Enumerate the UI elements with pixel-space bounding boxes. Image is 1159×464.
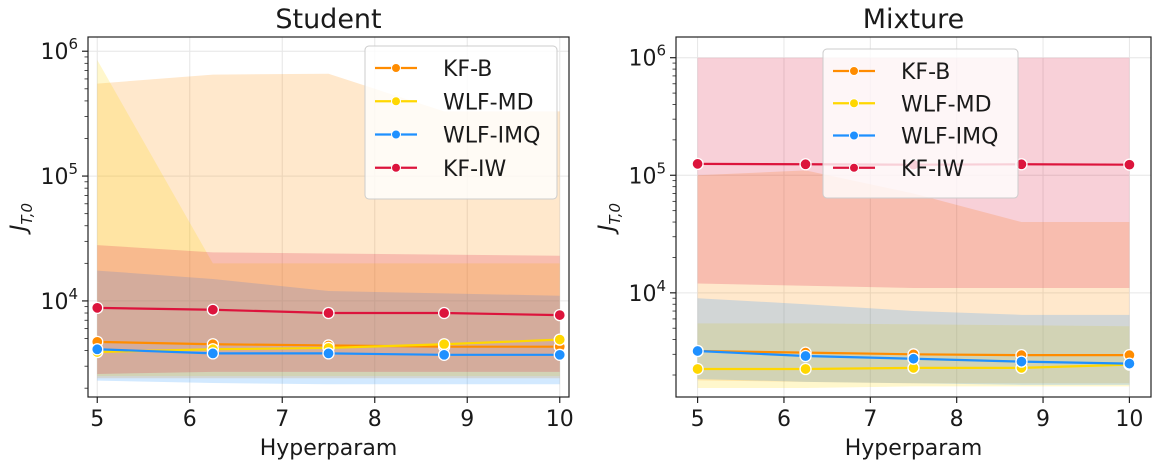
chart-student-ytick-label: 106 xyxy=(40,35,78,65)
chart-student-legend-label: KF-B xyxy=(443,57,492,82)
chart-mixture-ytick-label: 104 xyxy=(628,277,666,307)
chart-mixture-legend-label: WLF-IMQ xyxy=(901,125,998,150)
chart-student-legend-marker-wlf-imq xyxy=(391,129,401,140)
chart-mixture-point-kf-iw[interactable] xyxy=(1123,158,1136,171)
chart-mixture-xtick-label: 8 xyxy=(950,407,964,432)
chart-mixture-xtick-label: 7 xyxy=(863,407,877,432)
chart-mixture-point-kf-iw[interactable] xyxy=(799,158,812,171)
chart-student-point-wlf-imq[interactable] xyxy=(553,348,566,361)
chart-mixture-legend-label: WLF-MD xyxy=(901,92,992,117)
chart-student-xtick-label: 10 xyxy=(546,407,574,432)
chart-student-legend-item-wlf-imq[interactable]: WLF-IMQ xyxy=(375,124,540,149)
chart-mixture-ytick-label: 105 xyxy=(628,159,666,189)
chart-student-legend-box xyxy=(364,45,558,200)
chart-student-xtick-label: 6 xyxy=(183,407,197,432)
chart-mixture-point-wlf-imq[interactable] xyxy=(1123,357,1136,370)
chart-student-legend-label: WLF-IMQ xyxy=(443,124,540,149)
chart-mixture-legend-item-wlf-md[interactable]: WLF-MD xyxy=(833,92,992,117)
chart-mixture-ylabel: JT,0 xyxy=(595,203,624,235)
chart-student-legend-marker-kf-iw xyxy=(391,162,401,173)
chart-mixture-xtick-label: 6 xyxy=(777,407,791,432)
chart-student-legend-marker-kf-b xyxy=(391,63,401,73)
chart-student-legend: KF-B WLF-MD WLF-IMQ KF-IW xyxy=(364,45,558,200)
chart-student-point-wlf-imq[interactable] xyxy=(437,348,451,361)
chart-mixture-xtick-label: 5 xyxy=(691,407,705,432)
chart-student-point-kf-iw[interactable] xyxy=(553,308,566,322)
chart-mixture-legend-marker-kf-iw xyxy=(849,162,859,173)
chart-mixture-point-wlf-imq[interactable] xyxy=(691,344,704,358)
chart-student-point-kf-iw[interactable] xyxy=(206,303,220,316)
chart-student-xtick-label: 5 xyxy=(90,407,104,432)
chart-mixture-legend-marker-wlf-md xyxy=(849,98,859,109)
chart-student-legend-item-wlf-md[interactable]: WLF-MD xyxy=(375,90,534,115)
chart-mixture-ytick-label: 106 xyxy=(628,42,666,72)
chart-student-point-kf-iw[interactable] xyxy=(91,301,104,315)
chart-mixture-band-kf-b xyxy=(697,170,1130,384)
chart-mixture-point-wlf-imq[interactable] xyxy=(1015,355,1028,368)
chart-student-xlabel: Hyperparam xyxy=(260,436,398,461)
chart-mixture-xtick-label: 9 xyxy=(1036,407,1050,432)
chart-student-ylabel: JT,0 xyxy=(7,203,36,235)
chart-student: 5 6 7 8 9 10 104 105 106 Student Hyperparam JT,0 KF-… xyxy=(7,4,574,461)
chart-student-legend-item-kf-b[interactable]: KF-B xyxy=(375,57,492,82)
chart-student-xtick-label: 9 xyxy=(460,407,474,432)
chart-mixture-frame xyxy=(675,36,1152,398)
chart-student-point-kf-iw[interactable] xyxy=(437,306,451,320)
chart-mixture-xtick-label: 10 xyxy=(1115,407,1143,432)
chart-student-legend-label: WLF-MD xyxy=(443,90,534,115)
chart-student-legend-marker-wlf-md xyxy=(391,96,401,107)
chart-mixture-legend-box xyxy=(822,48,1019,199)
chart-mixture-xlabel: Hyperparam xyxy=(845,436,983,461)
chart-mixture-point-wlf-md[interactable] xyxy=(799,362,812,376)
chart-mixture-legend-item-kf-b[interactable]: KF-B xyxy=(833,60,950,85)
chart-student-xtick-label: 7 xyxy=(275,407,289,432)
chart-mixture-point-wlf-imq[interactable] xyxy=(799,349,812,363)
chart-mixture-legend-item-wlf-imq[interactable]: WLF-IMQ xyxy=(833,125,998,150)
chart-mixture-legend-marker-wlf-imq xyxy=(849,130,859,141)
chart-student-frame xyxy=(87,36,570,398)
chart-mixture-point-kf-iw[interactable] xyxy=(691,157,704,171)
chart-mixture: 5 6 7 8 9 10 104 105 106 Mixture Hyperparam JT,0 KF-… xyxy=(595,4,1152,461)
chart-student-ytick-label: 104 xyxy=(40,285,78,315)
chart-mixture-legend-marker-kf-b xyxy=(849,66,859,76)
chart-student-legend-item-kf-iw[interactable]: KF-IW xyxy=(375,157,507,182)
chart-student-point-wlf-imq[interactable] xyxy=(322,347,335,360)
chart-mixture-legend-label: KF-IW xyxy=(901,157,965,182)
chart-student-legend-label: KF-IW xyxy=(443,157,507,182)
chart-student-point-wlf-imq[interactable] xyxy=(91,343,104,356)
chart-mixture-legend-label: KF-B xyxy=(901,60,950,85)
chart-mixture-legend: KF-B WLF-MD WLF-IMQ KF-IW xyxy=(822,48,1019,199)
chart-student-title: Student xyxy=(275,4,381,35)
chart-mixture-title: Mixture xyxy=(863,4,965,35)
chart-mixture-point-wlf-md[interactable] xyxy=(691,362,704,376)
chart-student-xtick-label: 8 xyxy=(368,407,382,432)
chart-student-point-kf-iw[interactable] xyxy=(322,306,335,320)
chart-student-point-wlf-imq[interactable] xyxy=(206,347,220,360)
chart-student-point-wlf-md[interactable] xyxy=(437,338,451,351)
chart-student-point-wlf-md[interactable] xyxy=(553,333,566,346)
chart-mixture-legend-item-kf-iw[interactable]: KF-IW xyxy=(833,157,965,182)
chart-student-band-wlf-md xyxy=(97,60,560,377)
chart-mixture-point-wlf-imq[interactable] xyxy=(907,352,920,365)
chart-student-ytick-label: 105 xyxy=(40,160,78,190)
